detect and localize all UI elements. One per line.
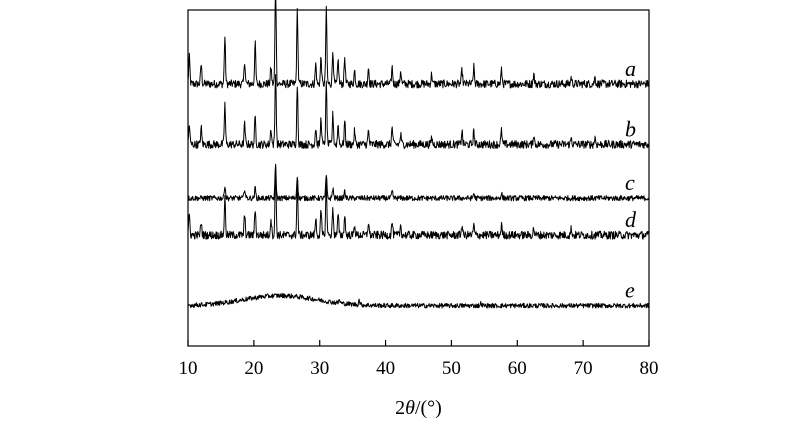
traces-group (187, 0, 650, 309)
x-tick-label-50: 50 (442, 358, 461, 379)
x-axis-ticks (187, 340, 650, 346)
x-axis-label-theta: θ (405, 397, 415, 419)
x-axis-label-unit: /(°) (415, 397, 442, 419)
x-tick-label-10: 10 (179, 358, 198, 379)
plot-frame (187, 9, 650, 347)
series-label-e: e (625, 278, 635, 303)
x-axis-label: 2θ/(°) (395, 397, 442, 419)
x-tick-label-40: 40 (376, 358, 395, 379)
series-line-c (187, 163, 650, 202)
x-tick-label-70: 70 (574, 358, 593, 379)
x-axis-tick-labels: 10 20 30 40 50 60 70 80 (179, 358, 659, 379)
x-tick-label-60: 60 (508, 358, 527, 379)
x-tick-label-30: 30 (310, 358, 329, 379)
x-axis-label-prefix: 2 (395, 397, 405, 419)
series-line-b (187, 73, 650, 149)
x-tick-label-80: 80 (640, 358, 659, 379)
series-labels: a b cd e (625, 56, 637, 303)
series-line-d (187, 164, 650, 240)
series-label-c: c (625, 170, 635, 195)
series-label-b: b (625, 116, 636, 141)
x-tick-label-20: 20 (244, 358, 263, 379)
series-label-a: a (625, 56, 636, 81)
series-label-d: d (625, 207, 637, 232)
series-line-a (187, 0, 650, 89)
series-line-e (187, 293, 650, 309)
